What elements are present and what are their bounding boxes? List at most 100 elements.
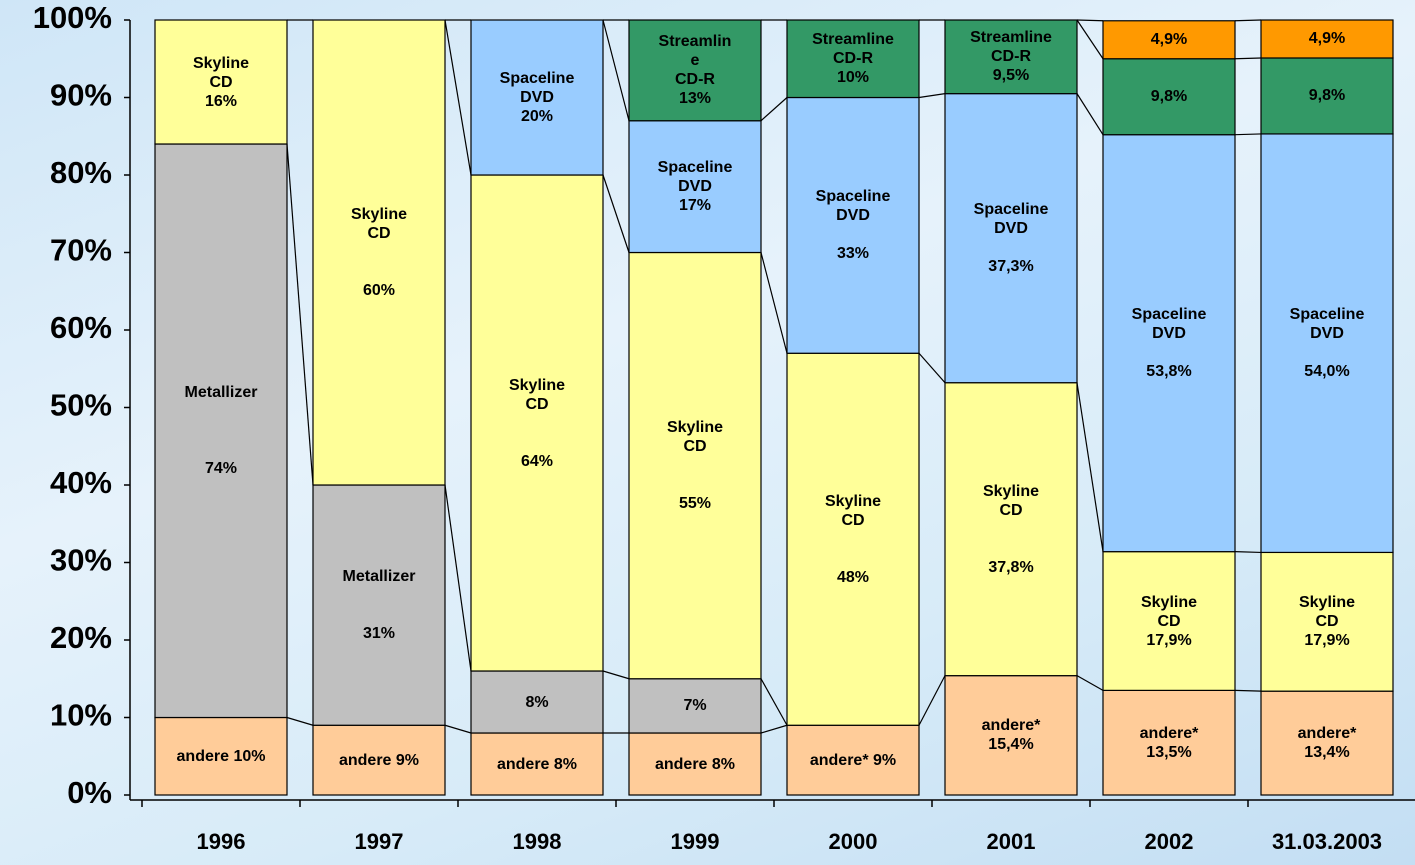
segment-label: 7% (683, 697, 707, 715)
segment-label: Spaceline DVD 20% (499, 70, 575, 125)
x-tick-label: 1998 (513, 829, 562, 854)
bar-segment (786, 19, 920, 99)
connector (1234, 551, 1262, 554)
connector (760, 97, 788, 122)
bar-segment (470, 174, 604, 672)
connector (760, 252, 788, 354)
bar-segment (154, 716, 288, 796)
segment-label: Skyline CD 16% (192, 54, 250, 110)
segment-label: andere 9% (338, 751, 420, 769)
bar-segment (944, 382, 1078, 677)
bar-segment (470, 732, 604, 796)
segment-label: Spaceline DVD 53,8% (1131, 306, 1207, 381)
connector (1234, 133, 1262, 136)
segment-label: andere* 13,5% (1139, 724, 1199, 761)
segment-label: Streamline CD-R 10% (812, 31, 894, 87)
bar-segment (1102, 20, 1236, 60)
y-tick-label: 30% (50, 543, 112, 578)
segment-label: Metallizer 74% (184, 384, 258, 478)
y-tick-label: 70% (50, 233, 112, 268)
segment-label: Skyline CD 55% (666, 419, 724, 513)
connector (1076, 382, 1104, 552)
bar-segment (628, 732, 762, 796)
connector (444, 484, 472, 672)
connector (1234, 19, 1262, 22)
segment-label: andere 10% (176, 747, 266, 765)
segment-label: Skyline CD 17,9% (1298, 594, 1356, 650)
segment-label: Metallizer 31% (342, 568, 416, 643)
x-tick-label: 1997 (355, 829, 404, 854)
segment-label: Skyline CD 37,8% (982, 482, 1040, 576)
x-tick-label: 2001 (987, 829, 1036, 854)
y-tick-label: 40% (50, 465, 112, 500)
segment-label: Streamline CD-R 9,5% (970, 29, 1052, 85)
segment-label: 4,9% (1308, 30, 1346, 48)
bar-segment (154, 19, 288, 145)
segment-label: 4,9% (1150, 31, 1188, 49)
bar-segment (786, 724, 920, 796)
connector (760, 724, 788, 734)
x-tick-label: 2002 (1145, 829, 1194, 854)
segment-label: andere* 15,4% (981, 717, 1041, 754)
connector (602, 670, 630, 680)
connector (444, 19, 472, 176)
segment-label: Streamlin e CD-R 13% (658, 33, 732, 108)
y-tick-label: 10% (50, 698, 112, 733)
y-tick-label: 60% (50, 310, 112, 345)
connector (1076, 675, 1104, 691)
connector (1234, 57, 1262, 60)
x-tick-label: 31.03.2003 (1272, 829, 1382, 854)
segment-label: 9,8% (1308, 87, 1346, 105)
bar-segment (312, 724, 446, 796)
segment-label: andere* 13,4% (1297, 725, 1357, 762)
connector (286, 716, 314, 726)
bar-segment (470, 19, 604, 176)
connector (1076, 93, 1104, 136)
bar-segment (628, 120, 762, 254)
connector (602, 174, 630, 253)
bar-segment (154, 143, 288, 719)
x-tick-label: 1999 (671, 829, 720, 854)
y-tick-label: 90% (50, 78, 112, 113)
bar-segment (628, 19, 762, 122)
y-tick-label: 50% (50, 388, 112, 423)
connector (1234, 689, 1262, 692)
bar-segment (944, 93, 1078, 384)
bar-segment (312, 484, 446, 726)
connector (1076, 19, 1104, 60)
segment-label: Spaceline DVD 33% (815, 188, 891, 263)
y-tick-label: 20% (50, 620, 112, 655)
connector (602, 19, 630, 121)
y-tick-label: 100% (33, 0, 112, 35)
segment-label: Skyline CD 17,9% (1140, 593, 1198, 649)
bar-segment (1102, 551, 1236, 691)
bar-segment (1102, 58, 1236, 136)
connector (918, 93, 946, 99)
connector (760, 678, 788, 726)
segment-label: Skyline CD 60% (350, 206, 408, 299)
x-tick-label: 2000 (829, 829, 878, 854)
connector (1076, 19, 1104, 22)
segment-label: Spaceline DVD 37,3% (973, 201, 1049, 276)
bar-segment (312, 19, 446, 486)
bar-segment (944, 675, 1078, 796)
segment-label: Spaceline DVD 17% (657, 159, 733, 215)
bar-segment (786, 96, 920, 354)
y-tick-label: 80% (50, 155, 112, 190)
bar-segment (1102, 134, 1236, 553)
x-tick-label: 1996 (197, 829, 246, 854)
segment-label: andere* 9% (809, 751, 897, 769)
connector (918, 352, 946, 384)
bar-segment (786, 352, 920, 726)
segment-label: Skyline CD 64% (508, 376, 566, 470)
connector (444, 724, 472, 734)
segment-label: 9,8% (1150, 88, 1188, 106)
bar-segment (628, 678, 762, 734)
segment-label: andere 8% (654, 755, 736, 773)
segment-label: 8% (525, 693, 549, 711)
bar-segment (470, 670, 604, 734)
connector (286, 143, 314, 486)
segment-label: Skyline CD 48% (824, 492, 882, 586)
